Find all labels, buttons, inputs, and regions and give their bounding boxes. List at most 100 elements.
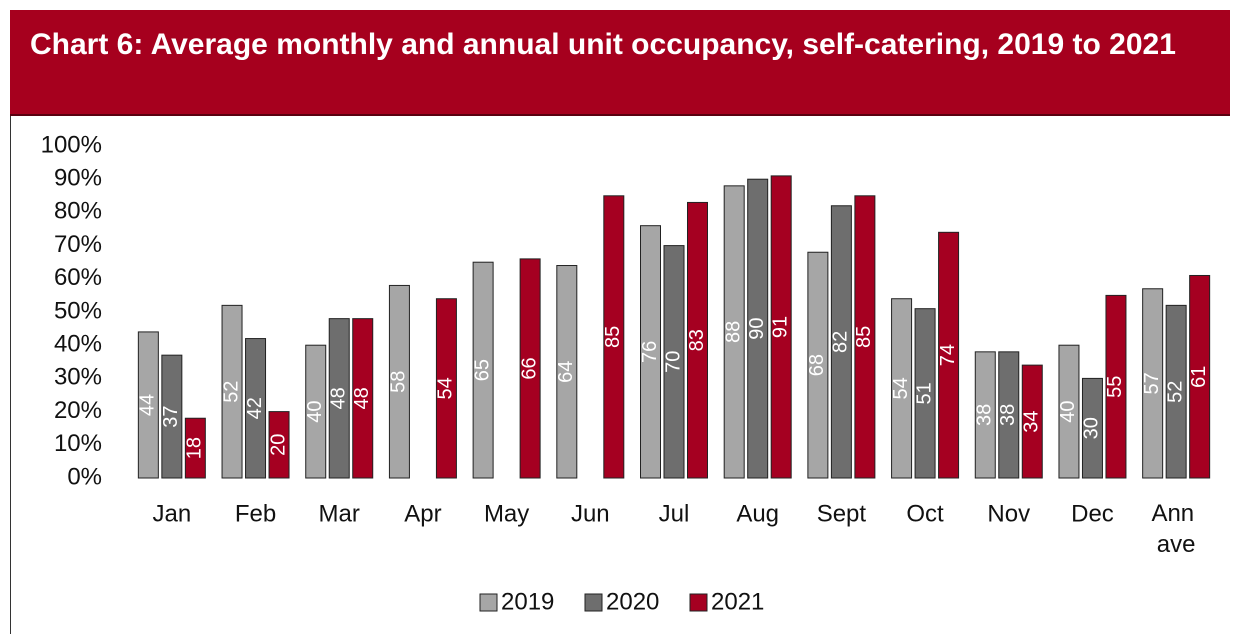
bar [388, 284, 410, 479]
y-tick-label: 0% [67, 463, 102, 490]
legend-swatch [479, 593, 498, 612]
value-label: 38 [997, 404, 1019, 426]
value-label: 76 [639, 341, 661, 363]
value-label: 70 [662, 351, 684, 373]
bar [747, 178, 769, 479]
y-tick-label: 50% [54, 297, 102, 324]
y-tick-label: 70% [54, 231, 102, 258]
value-label: 42 [244, 397, 266, 419]
bar [221, 304, 243, 479]
value-label: 54 [890, 377, 912, 399]
value-label: 48 [351, 387, 373, 409]
bar [723, 185, 745, 479]
value-label: 34 [1021, 410, 1043, 432]
legend-label: 2020 [606, 588, 659, 615]
x-tick-label: Jan [152, 500, 191, 527]
value-label: 20 [267, 434, 289, 456]
value-label: 40 [304, 400, 326, 422]
x-tick-label: Apr [404, 500, 441, 527]
x-tick-label: Sept [817, 500, 867, 527]
value-label: 83 [686, 329, 708, 351]
x-tick-label: Feb [235, 500, 276, 527]
legend-swatch [689, 593, 708, 612]
value-label: 64 [555, 361, 577, 383]
value-label: 51 [913, 382, 935, 404]
bar [1081, 377, 1103, 479]
bar [1058, 344, 1080, 479]
x-tick-label: Jun [571, 500, 610, 527]
value-label: 85 [602, 326, 624, 348]
bar [1021, 364, 1043, 479]
value-label: 55 [1104, 376, 1126, 398]
value-label: 88 [722, 321, 744, 343]
x-tick-label: Mar [319, 500, 360, 527]
value-label: 61 [1188, 366, 1210, 388]
bar [519, 258, 541, 479]
bar [184, 417, 206, 479]
bar [663, 245, 685, 479]
y-tick-label: 20% [54, 397, 102, 424]
bar [1142, 288, 1164, 479]
value-label: 30 [1081, 417, 1103, 439]
value-label: 18 [184, 437, 206, 459]
legend-label: 2019 [501, 588, 554, 615]
x-tick-label: May [484, 500, 529, 527]
bar [305, 344, 327, 479]
y-tick-label: 30% [54, 364, 102, 391]
bar [938, 231, 960, 479]
value-label: 82 [830, 331, 852, 353]
bar [435, 298, 457, 479]
y-tick-label: 40% [54, 331, 102, 358]
y-tick-label: 90% [54, 165, 102, 192]
bar [914, 308, 936, 479]
bar [137, 331, 159, 479]
bar [245, 338, 267, 479]
value-label: 85 [853, 326, 875, 348]
value-label: 40 [1057, 400, 1079, 422]
x-tick-label: Oct [906, 500, 944, 527]
x-tick-label: Ann ave [1151, 500, 1200, 558]
bar [830, 205, 852, 479]
value-label: 74 [937, 344, 959, 366]
x-tick-label: Dec [1071, 500, 1114, 527]
bar [556, 265, 578, 479]
bar [998, 351, 1020, 479]
value-label: 44 [137, 394, 159, 416]
value-label: 66 [518, 357, 540, 379]
bar [472, 261, 494, 479]
bar [640, 225, 661, 479]
y-tick-label: 80% [54, 198, 102, 225]
y-tick-label: 60% [54, 264, 102, 291]
y-tick-label: 10% [54, 430, 102, 457]
legend-label: 2021 [711, 588, 764, 615]
value-label: 58 [388, 371, 410, 393]
x-tick-label: Jul [659, 500, 690, 527]
x-tick-label: Aug [736, 500, 779, 527]
bar [891, 298, 913, 479]
bar [161, 354, 183, 479]
value-label: 48 [328, 387, 350, 409]
value-label: 68 [806, 354, 828, 376]
bar [974, 351, 996, 479]
y-tick-label: 100% [41, 131, 102, 158]
value-label: 65 [471, 359, 493, 381]
value-label: 90 [746, 317, 768, 339]
bar [1165, 304, 1187, 479]
bar [687, 201, 708, 479]
value-label: 91 [769, 316, 791, 338]
bar [1105, 294, 1127, 479]
bar [352, 318, 374, 479]
bar [807, 251, 829, 479]
value-label: 38 [974, 404, 996, 426]
title-bar: Chart 6: Average monthly and annual unit… [10, 10, 1230, 116]
chart-title: Chart 6: Average monthly and annual unit… [30, 28, 1176, 61]
bar [328, 318, 350, 479]
bar [268, 411, 290, 479]
bar [603, 195, 625, 479]
bar [854, 195, 876, 479]
x-tick-label: Nov [987, 500, 1030, 527]
value-label: 52 [220, 381, 242, 403]
bar [1189, 274, 1211, 479]
